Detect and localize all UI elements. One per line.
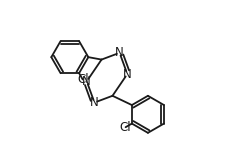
Text: N: N bbox=[123, 68, 132, 80]
Text: N: N bbox=[82, 75, 91, 88]
Text: N: N bbox=[115, 46, 124, 59]
Text: Cl: Cl bbox=[120, 121, 131, 134]
Text: Cl: Cl bbox=[77, 73, 88, 86]
Text: N: N bbox=[90, 96, 99, 109]
